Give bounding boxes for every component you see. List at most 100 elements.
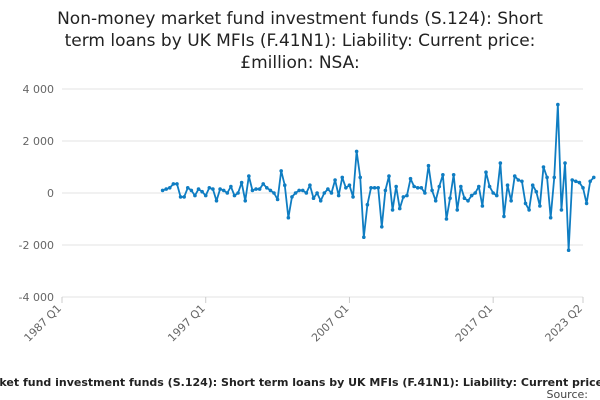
data-point[interactable]	[200, 190, 204, 194]
data-point[interactable]	[448, 196, 452, 200]
data-point[interactable]	[172, 182, 176, 186]
data-point[interactable]	[175, 182, 179, 186]
data-point[interactable]	[570, 178, 574, 182]
data-point[interactable]	[398, 207, 402, 211]
data-point[interactable]	[499, 161, 503, 165]
data-point[interactable]	[161, 189, 165, 193]
data-point[interactable]	[412, 185, 416, 189]
data-point[interactable]	[452, 173, 456, 177]
data-point[interactable]	[333, 178, 337, 182]
data-point[interactable]	[251, 189, 255, 193]
data-point[interactable]	[330, 191, 334, 195]
data-point[interactable]	[258, 187, 262, 191]
data-point[interactable]	[509, 199, 513, 203]
data-point[interactable]	[204, 194, 208, 198]
data-point[interactable]	[416, 186, 420, 190]
data-point[interactable]	[366, 203, 370, 207]
data-point[interactable]	[524, 202, 528, 206]
data-point[interactable]	[459, 185, 463, 189]
data-point[interactable]	[567, 248, 571, 252]
data-point[interactable]	[402, 195, 406, 199]
data-point[interactable]	[348, 183, 352, 187]
data-point[interactable]	[427, 164, 431, 168]
data-point[interactable]	[355, 150, 359, 154]
data-point[interactable]	[473, 191, 477, 195]
data-point[interactable]	[394, 185, 398, 189]
data-point[interactable]	[517, 178, 521, 182]
data-point[interactable]	[186, 186, 190, 190]
data-point[interactable]	[243, 199, 247, 203]
data-point[interactable]	[290, 195, 294, 199]
data-point[interactable]	[308, 183, 312, 187]
data-point[interactable]	[164, 187, 168, 191]
data-point[interactable]	[182, 195, 186, 199]
data-point[interactable]	[380, 225, 384, 229]
data-point[interactable]	[534, 190, 538, 194]
data-point[interactable]	[247, 174, 251, 178]
data-point[interactable]	[168, 186, 172, 190]
data-point[interactable]	[542, 165, 546, 169]
data-point[interactable]	[549, 216, 553, 220]
data-point[interactable]	[384, 189, 388, 193]
data-point[interactable]	[466, 199, 470, 203]
data-point[interactable]	[305, 191, 309, 195]
data-point[interactable]	[538, 204, 542, 208]
data-point[interactable]	[387, 174, 391, 178]
data-point[interactable]	[323, 191, 327, 195]
data-point[interactable]	[197, 187, 201, 191]
data-point[interactable]	[337, 194, 341, 198]
data-point[interactable]	[222, 189, 226, 193]
data-point[interactable]	[531, 183, 535, 187]
data-point[interactable]	[208, 186, 212, 190]
data-point[interactable]	[373, 186, 377, 190]
data-point[interactable]	[279, 169, 283, 173]
data-point[interactable]	[560, 208, 564, 212]
data-point[interactable]	[340, 176, 344, 180]
data-point[interactable]	[563, 161, 567, 165]
data-point[interactable]	[423, 191, 427, 195]
data-point[interactable]	[301, 189, 305, 193]
data-point[interactable]	[272, 191, 276, 195]
data-point[interactable]	[484, 170, 488, 174]
data-point[interactable]	[545, 176, 549, 180]
data-point[interactable]	[470, 194, 474, 198]
data-point[interactable]	[276, 198, 280, 202]
data-point[interactable]	[420, 186, 424, 190]
data-point[interactable]	[581, 186, 585, 190]
data-point[interactable]	[179, 195, 183, 199]
data-point[interactable]	[297, 189, 301, 193]
data-point[interactable]	[225, 191, 229, 195]
data-point[interactable]	[240, 181, 244, 185]
data-point[interactable]	[463, 196, 467, 200]
data-point[interactable]	[283, 183, 287, 187]
data-point[interactable]	[229, 185, 233, 189]
data-point[interactable]	[527, 208, 531, 212]
data-point[interactable]	[455, 208, 459, 212]
data-point[interactable]	[315, 191, 319, 195]
data-point[interactable]	[236, 191, 240, 195]
data-point[interactable]	[588, 180, 592, 184]
data-point[interactable]	[585, 202, 589, 206]
data-point[interactable]	[287, 216, 291, 220]
data-point[interactable]	[269, 189, 273, 193]
data-point[interactable]	[211, 187, 215, 191]
data-point[interactable]	[506, 183, 510, 187]
data-point[interactable]	[261, 182, 265, 186]
data-point[interactable]	[391, 208, 395, 212]
data-point[interactable]	[265, 186, 269, 190]
data-point[interactable]	[319, 199, 323, 203]
data-point[interactable]	[233, 194, 237, 198]
data-point[interactable]	[326, 187, 330, 191]
data-point[interactable]	[520, 180, 524, 184]
data-point[interactable]	[358, 176, 362, 180]
data-point[interactable]	[445, 217, 449, 221]
data-point[interactable]	[369, 186, 373, 190]
data-point[interactable]	[477, 185, 481, 189]
data-point[interactable]	[218, 187, 222, 191]
data-point[interactable]	[193, 194, 197, 198]
data-point[interactable]	[556, 103, 560, 107]
data-point[interactable]	[190, 189, 194, 193]
data-point[interactable]	[437, 185, 441, 189]
data-point[interactable]	[592, 176, 596, 180]
data-point[interactable]	[495, 194, 499, 198]
